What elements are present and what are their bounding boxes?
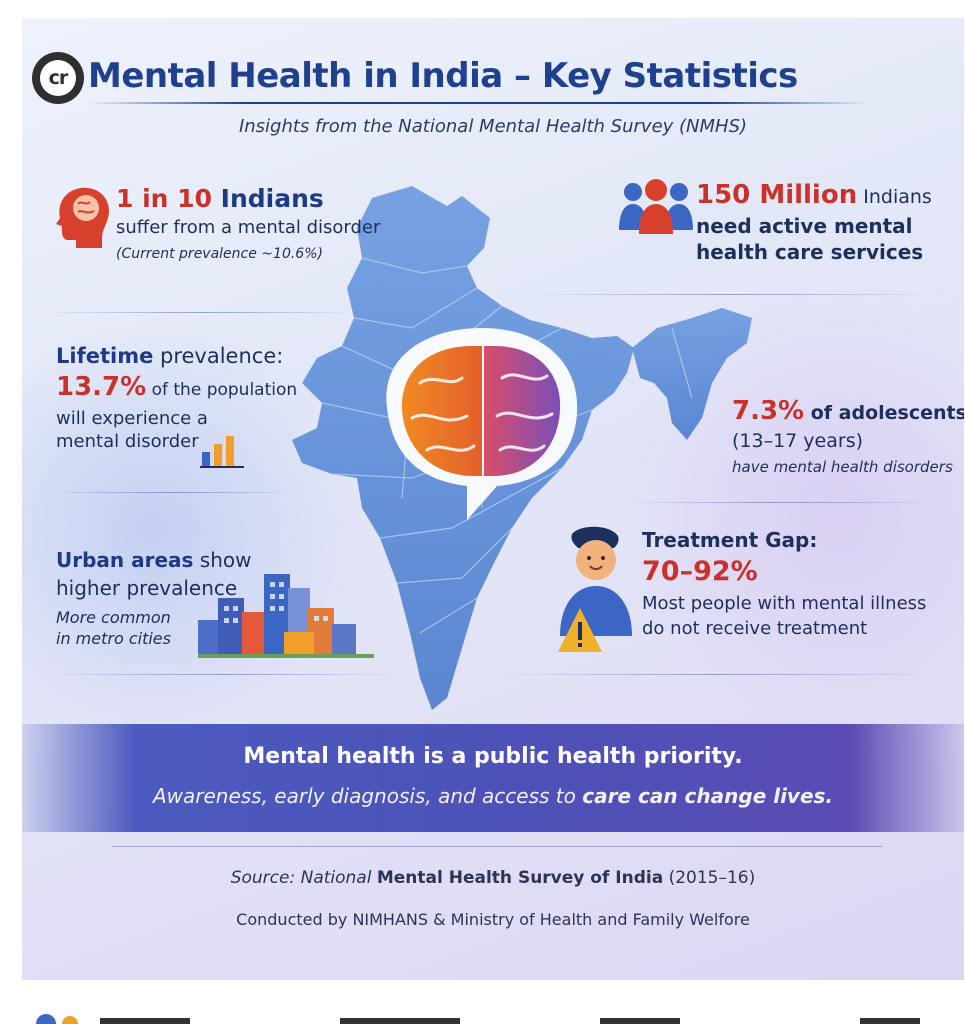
priority-banner: Mental health is a public health priorit…: [22, 724, 964, 832]
stat-lifetime: Lifetime prevalence: 13.7% of the popula…: [56, 344, 297, 452]
stat-treatment-label: Treatment Gap:: [642, 528, 818, 552]
bar-chart-icon: [200, 436, 244, 468]
stat-lifetime-label-bold: Lifetime: [56, 344, 154, 368]
people-group-icon: [619, 179, 693, 234]
logo-text: cr: [40, 60, 76, 96]
page-title: Mental Health in India – Key Statistics: [88, 56, 798, 96]
divider: [42, 312, 362, 313]
stat-treatment-line3: Most people with mental illness: [642, 593, 927, 614]
source-divider: [112, 846, 882, 847]
divider: [42, 492, 302, 493]
divider: [522, 294, 942, 295]
stat-urban-label-rest: show: [193, 548, 252, 572]
divider: [42, 674, 402, 675]
source-line: Source: National Mental Health Survey of…: [22, 868, 964, 888]
stat-adolescents-number: 7.3%: [732, 396, 805, 426]
cr-logo: cr: [32, 52, 84, 104]
stat-lifetime-label-rest: prevalence:: [153, 344, 284, 368]
stat-treatment-number: 70–92%: [642, 556, 758, 587]
stat-one-in-ten-note: (Current prevalence ~10.6%): [116, 246, 323, 262]
stat-million-line3: health care services: [696, 240, 924, 264]
stat-urban-line4: in metro cities: [56, 629, 171, 648]
stat-one-in-ten-rest: Indians: [211, 184, 324, 213]
stat-lifetime-number-rest: of the population: [146, 380, 298, 400]
infographic-poster: cr Mental Health in India – Key Statisti…: [22, 18, 964, 980]
stat-urban-label-bold: Urban areas: [56, 548, 194, 572]
stat-lifetime-number: 13.7%: [56, 372, 147, 402]
conducted-by: Conducted by NIMHANS & Ministry of Healt…: [236, 910, 750, 929]
source-bold: Mental Health Survey of India: [376, 868, 664, 888]
stat-adolescents-rest: of adolescents: [804, 402, 964, 424]
head-brain-icon: [56, 187, 110, 248]
banner-line2-bold: care can change lives.: [582, 784, 834, 808]
source-prefix: Source: National: [230, 868, 377, 888]
title-divider: [88, 102, 868, 104]
banner-line1: Mental health is a public health priorit…: [243, 744, 743, 769]
source-suffix: (2015–16): [663, 868, 756, 888]
stat-treatment-line4: do not receive treatment: [642, 618, 868, 639]
stat-million-number: 150 Million: [696, 180, 858, 210]
stat-million-line2: need active mental: [696, 214, 913, 238]
stat-million: 150 Million Indians need active mental h…: [696, 180, 932, 264]
india-northeast: [632, 308, 752, 440]
stat-treatment: Treatment Gap: 70–92% Most people with m…: [642, 528, 926, 639]
city-buildings-icon: [198, 574, 374, 658]
page-subtitle: Insights from the National Mental Health…: [238, 116, 748, 137]
stat-adolescents-line2: (13–17 years): [732, 430, 864, 452]
divider: [622, 502, 942, 503]
stat-urban: Urban areas show higher prevalence More …: [56, 548, 252, 648]
stat-one-in-ten: 1 in 10 Indians suffer from a mental dis…: [116, 184, 380, 262]
person-warning-icon: [558, 526, 632, 652]
stat-adolescents-line3: have mental health disorders: [732, 458, 953, 476]
stat-lifetime-line4: mental disorder: [56, 431, 199, 452]
stat-lifetime-line3: will experience a: [56, 408, 208, 429]
stat-one-in-ten-line2: suffer from a mental disorder: [116, 217, 381, 238]
brain-icon: [386, 328, 578, 520]
stat-million-rest: Indians: [857, 186, 932, 208]
stat-one-in-ten-number: 1 in 10: [116, 184, 212, 213]
divider: [492, 674, 942, 675]
stat-urban-line2: higher prevalence: [56, 576, 238, 600]
banner-line2: Awareness, early diagnosis, and access t…: [22, 784, 964, 808]
stat-adolescents: 7.3% of adolescents (13–17 years) have m…: [732, 396, 964, 476]
banner-line2-start: Awareness, early diagnosis, and access t…: [152, 784, 583, 808]
stat-urban-line3: More common: [56, 608, 171, 627]
cropped-footer: [36, 1014, 920, 1024]
india-map: [292, 186, 752, 710]
